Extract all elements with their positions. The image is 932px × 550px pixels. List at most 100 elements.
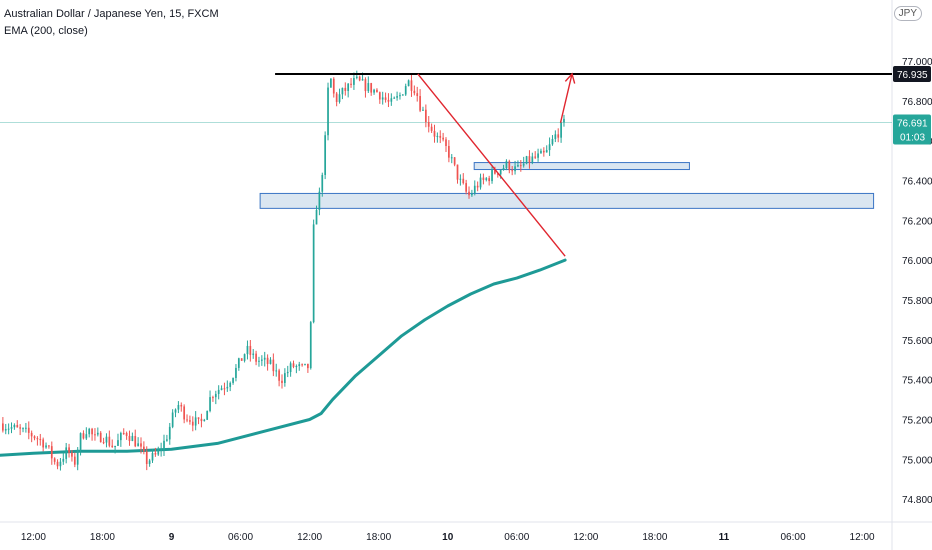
candle [482, 173, 485, 185]
candle-body [422, 109, 424, 111]
x-tick-label: 18:00 [90, 532, 115, 543]
candle-body [462, 178, 465, 184]
support-zone [259, 192, 875, 209]
candle-body [450, 157, 453, 159]
candle-body [237, 358, 240, 368]
candle [151, 449, 154, 463]
candle-body [4, 429, 7, 431]
candle [258, 356, 260, 367]
candle-body [442, 137, 444, 140]
candle-body [194, 417, 197, 426]
currency-badge[interactable]: JPY [893, 6, 922, 21]
candle-body [249, 345, 252, 355]
candle [36, 436, 39, 446]
candle [433, 124, 436, 143]
candle-body [56, 461, 59, 467]
candle-body [367, 83, 370, 92]
candle-body [30, 432, 33, 437]
candle [502, 164, 505, 171]
candle [206, 410, 209, 420]
candle-body [94, 434, 96, 436]
candle-body [255, 353, 257, 362]
candle [436, 132, 439, 143]
candle [119, 431, 122, 447]
candle [514, 160, 516, 175]
ema-line [0, 258, 567, 457]
candle [462, 173, 465, 185]
chart-legend: Australian Dollar / Japanese Yen, 15, FX… [4, 6, 219, 40]
candle-body [396, 96, 398, 98]
candle [200, 413, 203, 428]
candle [376, 88, 378, 93]
candle [163, 434, 165, 457]
candle [33, 435, 36, 441]
candle-body [229, 382, 232, 387]
candle [378, 91, 381, 104]
candle [289, 361, 292, 377]
candle-body [168, 426, 171, 440]
candle-body [62, 458, 65, 462]
candle-body [214, 393, 217, 398]
candle [94, 428, 96, 441]
candle-body [143, 446, 145, 452]
candle [442, 132, 444, 142]
candle-body [292, 363, 295, 367]
candle-body [324, 135, 327, 175]
candle [240, 358, 243, 361]
candle-body [122, 433, 125, 435]
candle [2, 417, 4, 433]
x-tick-label: 12:00 [297, 532, 322, 543]
candle-body [499, 170, 502, 175]
candle-body [260, 359, 263, 361]
candle-body [350, 83, 352, 85]
candle-body [53, 458, 56, 462]
candle [237, 357, 240, 371]
candle [197, 417, 200, 425]
candle [525, 155, 528, 165]
candle [260, 355, 263, 366]
candle [174, 408, 177, 418]
candle [13, 423, 16, 430]
candle [416, 86, 419, 102]
candle-body [2, 423, 4, 431]
candle [393, 96, 396, 99]
candle [309, 320, 312, 370]
indicator-label: EMA (200, close) [4, 25, 88, 37]
candle [491, 165, 493, 184]
candle [563, 114, 565, 127]
candle-body [545, 150, 548, 153]
candle-body [200, 418, 203, 422]
candle-body [551, 139, 554, 145]
candle-body [223, 388, 226, 390]
candle [298, 361, 301, 371]
candle [456, 164, 459, 184]
candle-body [131, 436, 134, 441]
candle-body [563, 118, 565, 123]
candle [292, 360, 295, 369]
candle [430, 123, 433, 133]
candle-body [73, 456, 76, 465]
candle-body [22, 428, 24, 430]
candle-body [381, 97, 384, 100]
candle-body [33, 436, 36, 439]
candle-body [338, 94, 341, 102]
candle [252, 349, 255, 359]
candle-body [399, 95, 401, 97]
candle-body [433, 130, 436, 137]
candle [341, 87, 344, 100]
candle-countdown-label: 01:03 [900, 133, 925, 144]
candle [476, 181, 479, 192]
candle-body [401, 94, 404, 96]
candle [473, 180, 476, 196]
candle [194, 411, 197, 431]
candle [557, 128, 560, 143]
candle-body [525, 156, 528, 164]
candle-body [166, 439, 168, 441]
candle [332, 77, 335, 98]
candle [560, 120, 562, 143]
candle [413, 85, 416, 96]
candle [427, 116, 430, 133]
y-tick-label: 75.000 [902, 455, 932, 466]
candle [327, 82, 329, 141]
